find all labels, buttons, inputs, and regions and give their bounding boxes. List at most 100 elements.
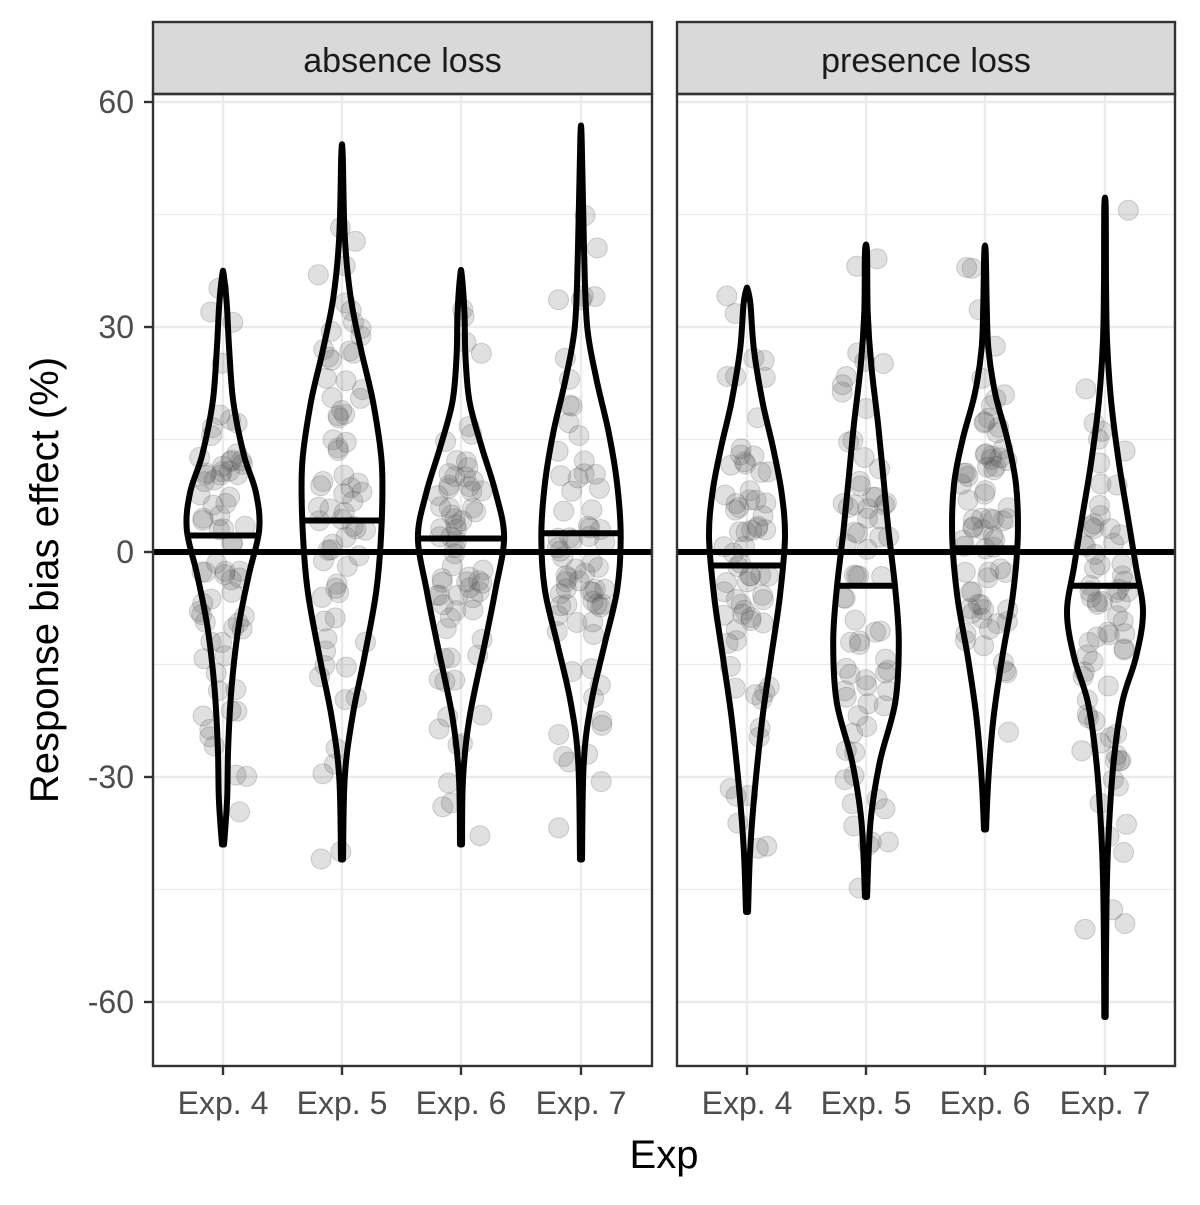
data-point (973, 599, 995, 621)
data-point (582, 611, 604, 633)
data-point (335, 526, 357, 548)
data-point (459, 577, 481, 599)
data-point (974, 444, 996, 466)
data-point (1117, 199, 1139, 221)
x-tick-label: Exp. 4 (178, 1085, 269, 1121)
data-point (462, 599, 484, 621)
data-point (573, 450, 595, 472)
data-point (1086, 591, 1108, 613)
data-point (335, 431, 357, 453)
data-point (192, 507, 214, 529)
data-point (734, 451, 755, 473)
data-point (553, 746, 575, 767)
data-point (312, 763, 334, 785)
data-point (468, 581, 490, 603)
data-point (461, 480, 483, 502)
data-point (1087, 593, 1109, 615)
data-point (458, 566, 480, 588)
y-tick-label: -60 (88, 984, 134, 1020)
data-point (977, 456, 998, 478)
data-point (725, 619, 747, 641)
data-point (974, 480, 996, 502)
data-point (221, 449, 243, 471)
data-point (735, 521, 757, 543)
data-point (843, 564, 865, 586)
data-point (471, 704, 493, 726)
data-point (218, 460, 240, 482)
data-point (456, 571, 478, 593)
data-point (725, 493, 747, 514)
data-point (211, 461, 233, 483)
data-point (974, 411, 996, 433)
data-point (462, 497, 484, 519)
data-point (980, 448, 1002, 470)
data-point (716, 285, 738, 307)
data-point (857, 498, 879, 520)
data-point (725, 630, 747, 652)
data-point (1082, 651, 1104, 672)
data-point (591, 710, 613, 732)
data-point (844, 609, 866, 631)
data-point (979, 508, 1001, 530)
data-point (972, 519, 994, 541)
data-point (451, 510, 473, 532)
data-point (220, 451, 241, 472)
y-tick-label: 30 (98, 309, 134, 345)
violin-0-3 (538, 122, 624, 863)
data-point (982, 509, 1004, 531)
data-point (853, 447, 875, 468)
data-point (327, 439, 349, 461)
data-point (463, 470, 484, 492)
data-point (548, 724, 570, 745)
data-point (236, 765, 258, 787)
data-point (584, 463, 606, 485)
data-point (1089, 494, 1110, 516)
data-point (750, 461, 772, 483)
data-point (469, 825, 491, 847)
facet-strip-label: presence loss (821, 42, 1031, 80)
data-point (336, 555, 358, 577)
data-point (221, 581, 243, 603)
data-point (973, 412, 995, 434)
data-point (1114, 623, 1136, 645)
data-point (992, 510, 1014, 532)
data-point (847, 705, 869, 727)
violin-0-1 (298, 141, 386, 863)
data-point (985, 456, 1007, 477)
data-point (1086, 626, 1108, 648)
data-point (325, 577, 347, 599)
data-point (465, 501, 486, 523)
data-point (1111, 553, 1133, 575)
data-point (446, 450, 468, 471)
y-axis-title: Response bias effect (%) (23, 357, 67, 803)
data-point (582, 590, 604, 612)
data-point (220, 569, 242, 591)
violin-0-0 (183, 267, 263, 848)
data-point (550, 465, 572, 487)
data-point (977, 567, 999, 589)
data-point (458, 476, 480, 498)
data-point (1113, 638, 1135, 660)
data-point (307, 264, 329, 286)
data-point (730, 593, 752, 615)
data-point (468, 570, 490, 592)
data-point (728, 497, 750, 519)
data-point (438, 477, 460, 499)
data-point (428, 718, 450, 740)
data-point (588, 477, 610, 499)
data-point (832, 374, 853, 396)
data-point (439, 607, 461, 629)
data-point (739, 480, 761, 502)
data-point (1112, 610, 1134, 632)
x-tick-label: Exp. 7 (536, 1085, 627, 1121)
facet-strip-label: absence loss (303, 42, 501, 80)
data-point (974, 483, 995, 505)
data-point (857, 507, 878, 529)
data-point (956, 257, 978, 278)
data-point (835, 366, 857, 387)
data-point (756, 835, 778, 857)
data-point (339, 340, 361, 362)
data-point (740, 606, 762, 628)
data-point (970, 594, 992, 616)
data-point (839, 663, 861, 685)
